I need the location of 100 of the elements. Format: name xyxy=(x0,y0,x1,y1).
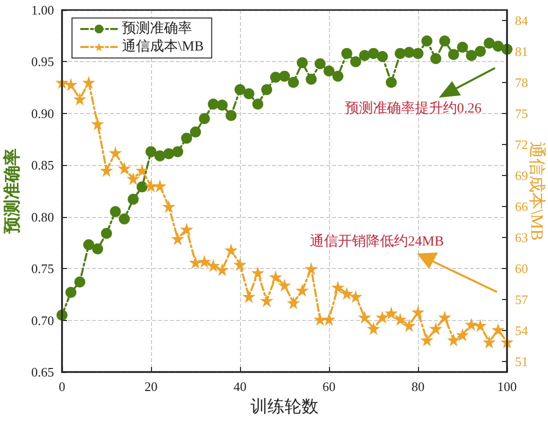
point xyxy=(163,148,174,160)
point xyxy=(216,263,229,276)
y2-tick-label: 66 xyxy=(515,199,528,214)
point xyxy=(492,40,504,52)
point xyxy=(394,312,407,326)
x-tick-label: 60 xyxy=(322,379,336,394)
point xyxy=(376,51,388,62)
point xyxy=(118,162,131,175)
point xyxy=(91,117,104,130)
point xyxy=(279,70,290,82)
point xyxy=(171,232,184,246)
point xyxy=(153,179,166,192)
point xyxy=(288,76,299,88)
point xyxy=(368,48,379,59)
point xyxy=(324,66,334,77)
point xyxy=(448,48,460,60)
point xyxy=(118,213,130,224)
x-tick-label: 80 xyxy=(412,379,424,394)
point xyxy=(136,164,149,177)
point xyxy=(181,132,192,144)
point xyxy=(190,126,201,138)
point xyxy=(198,254,211,268)
y2-tick-label: 78 xyxy=(515,74,528,90)
point xyxy=(234,84,246,96)
point xyxy=(447,333,460,346)
point xyxy=(128,194,139,205)
point xyxy=(322,312,336,326)
x-tick-label: 0 xyxy=(58,379,66,394)
point xyxy=(386,76,397,88)
point xyxy=(216,100,228,111)
point xyxy=(74,276,86,288)
point xyxy=(224,243,238,256)
point xyxy=(404,46,415,58)
point xyxy=(474,46,486,57)
y2-tick-label: 63 xyxy=(515,230,528,246)
point xyxy=(457,42,468,53)
point xyxy=(144,179,158,192)
point xyxy=(180,222,194,236)
point xyxy=(306,74,317,85)
y-tick-label: 0.80 xyxy=(31,209,54,224)
point xyxy=(314,58,326,70)
point xyxy=(341,48,352,59)
point xyxy=(251,266,264,280)
point xyxy=(172,146,184,158)
y2-tick-label: 60 xyxy=(515,261,528,276)
point xyxy=(73,92,86,106)
point xyxy=(242,290,256,303)
annotation: 预测准确率提升约0.26 xyxy=(345,100,482,116)
point xyxy=(100,164,113,177)
point xyxy=(421,36,432,47)
point xyxy=(482,336,496,349)
point xyxy=(394,48,406,59)
point xyxy=(304,262,318,276)
point xyxy=(466,50,477,62)
point xyxy=(101,228,112,239)
point xyxy=(350,56,362,68)
point xyxy=(146,146,156,158)
y2-tick-label: 69 xyxy=(515,168,528,183)
point xyxy=(261,84,272,96)
point xyxy=(226,110,237,121)
point xyxy=(260,294,274,308)
y2-tick-label: 84 xyxy=(515,12,528,28)
point xyxy=(340,286,354,300)
point xyxy=(420,333,434,346)
point xyxy=(296,284,309,297)
point xyxy=(198,113,210,124)
point xyxy=(464,318,478,331)
point xyxy=(110,206,121,218)
point xyxy=(83,239,94,250)
point xyxy=(206,258,220,272)
point xyxy=(162,200,176,214)
y2-axis-title: 通信成本\MB xyxy=(528,141,546,241)
y2-tick-label: 54 xyxy=(515,323,528,338)
annotation: 通信开销降低约24MB xyxy=(310,234,444,250)
y-tick-label: 0.90 xyxy=(31,106,54,121)
point xyxy=(64,78,78,91)
point xyxy=(412,48,424,59)
point xyxy=(92,243,104,254)
point xyxy=(367,322,380,336)
legend-label: 预测准确率 xyxy=(122,20,192,36)
x-tick-label: 40 xyxy=(234,379,246,394)
point xyxy=(286,296,300,310)
x-tick-label: 100 xyxy=(497,379,517,394)
point xyxy=(332,70,344,82)
y2-tick-label: 81 xyxy=(515,44,528,59)
point xyxy=(456,328,469,342)
y-axis-title: 预测准确率 xyxy=(2,148,22,234)
point xyxy=(359,50,370,62)
point xyxy=(234,258,246,271)
y2-tick-label: 72 xyxy=(515,136,528,152)
y-tick-label: 0.70 xyxy=(31,312,54,328)
point xyxy=(269,270,282,284)
point xyxy=(65,286,76,298)
point xyxy=(438,310,452,324)
point xyxy=(429,322,442,336)
point xyxy=(402,318,416,332)
point xyxy=(358,310,372,324)
y2-tick-label: 75 xyxy=(515,106,528,121)
y-tick-label: 0.65 xyxy=(31,364,54,380)
point xyxy=(189,256,202,269)
